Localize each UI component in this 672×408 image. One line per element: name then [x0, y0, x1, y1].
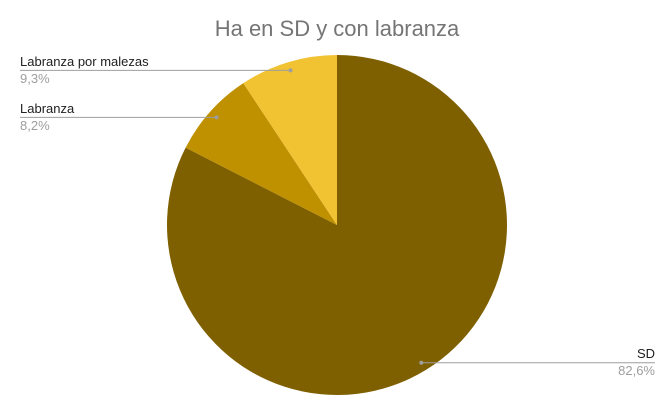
- leader-dot: [419, 360, 424, 365]
- slice-label: Labranza: [20, 101, 75, 116]
- pie-slice: [243, 55, 337, 225]
- slice-value-label: 9,3%: [20, 71, 50, 86]
- leader-dot: [214, 115, 219, 120]
- slice-value-label: 8,2%: [20, 118, 50, 133]
- leader-dot: [288, 68, 293, 73]
- pie-slice: [185, 83, 337, 225]
- slice-value-label: 82,6%: [618, 363, 655, 378]
- chart-title: Ha en SD y con labranza: [215, 16, 460, 41]
- slice-label: Labranza por malezas: [20, 54, 149, 69]
- slice-label: SD: [637, 346, 655, 361]
